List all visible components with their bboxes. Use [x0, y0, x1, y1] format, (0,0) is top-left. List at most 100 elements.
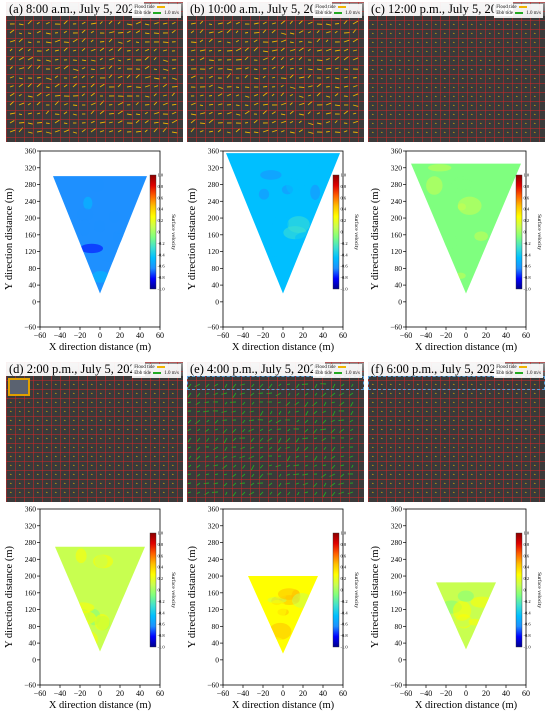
- photo-panel-d: (d) 2:00 p.m., July 5, 2020 Flood tide E…: [6, 362, 183, 502]
- colorbar-tick-label: -0.8: [341, 275, 349, 280]
- velocity-grid: [6, 362, 183, 502]
- colorbar-tick-label: 0.4: [524, 565, 530, 570]
- velocity-contour: [308, 159, 319, 179]
- colorbar-tick-label: -0.8: [524, 633, 532, 638]
- velocity-contour: [310, 184, 321, 201]
- flood-swatch: [156, 5, 165, 8]
- colorbar-label: Surface velocity: [353, 572, 360, 608]
- colorbar-tick-label: -0.6: [524, 622, 532, 627]
- y-tick-label: 160: [208, 588, 220, 597]
- chart-svg: −60 −40 −20 0 20 40 60 −60 0 40 80 120 160 200 240 280 3…: [187, 505, 360, 712]
- x-tick-label: 0: [98, 331, 102, 340]
- inset-thumbnail: [8, 378, 30, 396]
- colorbar-tick-label: -1.0: [158, 287, 166, 292]
- velocity-contour: [451, 179, 473, 190]
- colorbar-tick-label: -0.4: [341, 610, 349, 615]
- y-tick-label: 200: [391, 572, 403, 581]
- y-tick-label: 120: [208, 605, 220, 614]
- contour-chart-a: −60 −40 −20 0 20 40 60 −60 0 40 80 120 160 200 240 280 3…: [0, 145, 183, 360]
- x-tick-label: 60: [156, 331, 164, 340]
- x-tick-label: 0: [98, 689, 102, 698]
- y-tick-label: 280: [208, 180, 220, 189]
- colorbar-tick-label: 0.6: [158, 553, 164, 558]
- colorbar-tick-label: 0: [158, 588, 161, 593]
- colorbar-tick-label: 1.0: [524, 173, 530, 178]
- velocity-contour: [81, 631, 98, 649]
- x-axis-label: X direction distance (m): [415, 342, 518, 353]
- y-tick-label: 320: [208, 521, 220, 530]
- velocity-contour: [75, 611, 97, 625]
- colorbar-tick-label: 0.4: [341, 207, 347, 212]
- x-tick-label: 20: [482, 331, 490, 340]
- x-tick-label: 0: [464, 689, 468, 698]
- velocity-contour: [263, 265, 281, 278]
- flood-swatch: [518, 5, 527, 8]
- y-tick-label: 200: [25, 214, 37, 223]
- legend-box: Flood tide Ebb tide 1.0 m/s: [132, 364, 181, 378]
- colorbar-tick-label: -0.4: [524, 610, 532, 615]
- y-tick-label: 40: [212, 639, 220, 648]
- contour-chart-b: −60 −40 −20 0 20 40 60 −60 0 40 80 120 160 200 240 280 3…: [183, 145, 366, 360]
- x-tick-label: −20: [440, 689, 453, 698]
- velocity-contour: [426, 176, 443, 195]
- colorbar-tick-label: -0.8: [341, 633, 349, 638]
- colorbar-tick-label: 0.8: [341, 184, 347, 189]
- colorbar-tick-label: 0: [524, 230, 527, 235]
- x-tick-label: −60: [34, 689, 47, 698]
- y-tick-label: 360: [25, 147, 37, 156]
- colorbar-tick-label: 1.0: [158, 173, 164, 178]
- y-tick-label: −60: [24, 323, 36, 332]
- y-tick-label: 240: [391, 555, 403, 564]
- chart-svg: −60 −40 −20 0 20 40 60 −60 0 40 80 120 160 200 240 280 3…: [4, 505, 177, 712]
- x-tick-label: −40: [54, 689, 67, 698]
- x-tick-label: 40: [136, 689, 144, 698]
- photo-panel-e: (e) 4:00 p.m., July 5, 2020 Flood tide E…: [187, 362, 364, 502]
- highlight-dashed-box: [187, 376, 364, 390]
- colorbar-tick-label: 1.0: [158, 531, 164, 536]
- colorbar-tick-label: 0.4: [524, 207, 530, 212]
- y-tick-label: 360: [25, 505, 37, 514]
- ebb-legend-label: Ebb tide: [315, 371, 333, 376]
- legend-box: Flood tide Ebb tide 1.0 m/s: [313, 4, 362, 18]
- colorbar-tick-label: -0.2: [524, 599, 531, 604]
- y-tick-label: 40: [212, 281, 220, 290]
- x-tick-label: 20: [482, 689, 490, 698]
- velocity-contour: [268, 622, 292, 640]
- y-tick-label: 320: [391, 163, 403, 172]
- colorbar-tick-label: -0.6: [524, 264, 532, 269]
- y-tick-label: 80: [29, 264, 37, 273]
- x-tick-label: 60: [522, 689, 530, 698]
- scale-label: 1.0 m/s: [526, 371, 541, 376]
- y-tick-label: 80: [212, 622, 220, 631]
- velocity-contour: [449, 626, 465, 643]
- colorbar-tick-label: 0.4: [158, 565, 164, 570]
- colorbar: [332, 174, 340, 290]
- velocity-contour: [115, 560, 133, 576]
- y-axis-label: Y direction distance (m): [187, 546, 198, 648]
- flood-legend-label: Flood tide: [315, 5, 336, 10]
- y-tick-label: 80: [395, 264, 403, 273]
- colorbar: [149, 532, 157, 648]
- colorbar-tick-label: -0.2: [158, 241, 165, 246]
- x-tick-label: −60: [217, 689, 230, 698]
- velocity-field: [53, 176, 147, 294]
- y-tick-label: 80: [29, 622, 37, 631]
- colorbar-tick-label: 0.2: [158, 218, 164, 223]
- x-axis-label: X direction distance (m): [49, 342, 152, 353]
- velocity-contour: [295, 232, 318, 244]
- x-tick-label: 60: [156, 689, 164, 698]
- x-tick-label: −60: [217, 331, 230, 340]
- colorbar-tick-label: -1.0: [158, 645, 166, 650]
- colorbar-tick-label: 0.6: [524, 553, 530, 558]
- velocity-contour: [263, 636, 285, 648]
- flood-swatch: [337, 365, 346, 368]
- colorbar-tick-label: -0.8: [158, 633, 166, 638]
- y-tick-label: 120: [208, 247, 220, 256]
- scale-label: 1.0 m/s: [345, 11, 360, 16]
- colorbar-tick-label: 0.4: [158, 207, 164, 212]
- y-tick-label: 80: [395, 622, 403, 631]
- photo-panel-f: (f) 6:00 p.m., July 5, 2020 Flood tide E…: [368, 362, 545, 502]
- velocity-contour: [69, 276, 94, 284]
- colorbar-tick-label: -0.6: [158, 622, 166, 627]
- scale-label: 1.0 m/s: [164, 11, 179, 16]
